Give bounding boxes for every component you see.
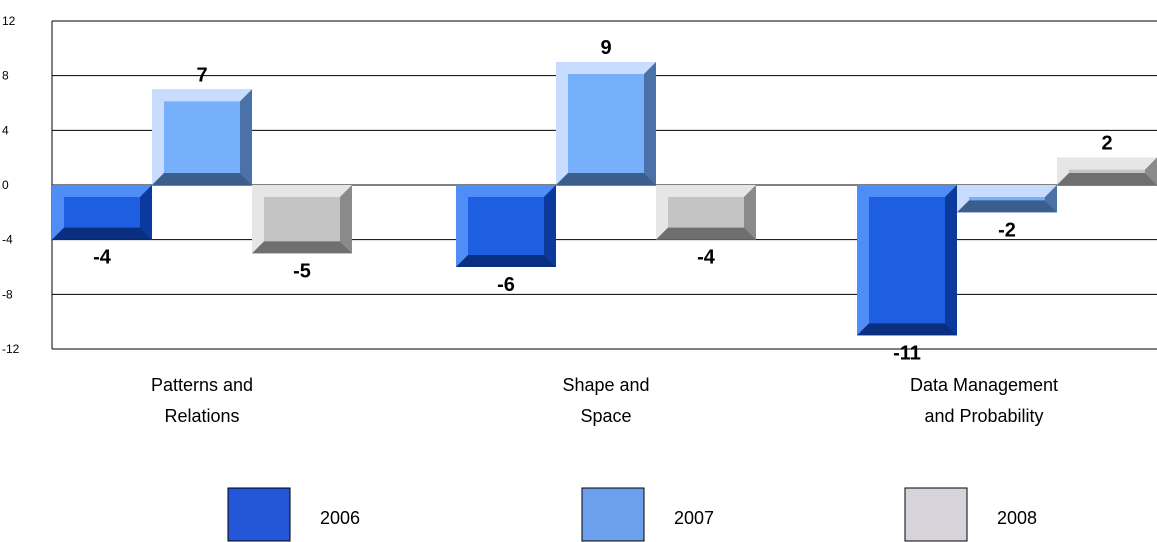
bar-bevel-bottom [152,173,252,185]
y-tick-label: 4 [2,123,9,137]
data-label: -6 [497,274,515,296]
bar-bevel-left [556,62,568,185]
legend-swatch-2008 [904,487,968,542]
bar-bevel-bottom [857,323,957,336]
bar-bevel-bottom [456,255,556,267]
bar-bevel-right [340,185,352,254]
data-label: -2 [998,219,1016,241]
legend-label-2006: 2006 [320,508,360,528]
bar-face [556,62,656,185]
y-tick-label: -4 [2,233,13,247]
bar-bevel-right [1145,157,1157,185]
bar-bevel-left [957,185,969,213]
data-label: 7 [196,64,207,86]
y-tick-label: 0 [2,178,9,192]
bar-bevel-top [52,185,152,197]
bar [252,185,352,254]
bar [152,89,252,185]
legend: 2006 2007 2008 [227,487,1037,542]
bar-bevel-right [644,62,656,185]
bar [556,62,656,185]
bar-bevel-left [857,185,869,336]
bar-bevel-bottom [957,200,1057,213]
bar-bevel-bottom [656,227,756,240]
bar-bevel-bottom [252,241,352,254]
y-axis: 12 8 4 0 -4 -8 -12 [2,14,53,356]
bar [1057,157,1157,185]
legend-swatch-2006 [227,487,291,542]
legend-label-2008: 2008 [997,508,1037,528]
data-label: -5 [293,260,311,282]
data-label: -4 [697,247,716,269]
bar-bevel-left [456,185,468,267]
bar-bevel-left [656,185,668,240]
y-tick-label: 12 [2,14,16,28]
bar-bevel-bottom [52,227,152,240]
bar [957,185,1057,213]
bar-bevel-right [544,185,556,267]
bar [52,185,152,240]
bar-bevel-right [1045,185,1057,213]
category-label: Patterns and [151,375,253,395]
bar-bevel-top [957,185,1057,197]
bar-face [857,185,957,336]
category-label: Space [580,406,631,426]
bar-bevel-left [252,185,264,254]
bar-bevel-right [945,185,957,336]
bar-bevel-top [857,185,957,197]
bar-bevel-top [456,185,556,197]
bar [456,185,556,267]
category-label: Shape and [562,375,649,395]
data-label: 2 [1101,133,1112,155]
bar-bevel-top [656,185,756,197]
y-tick-label: 8 [2,69,9,83]
bar-face [152,89,252,185]
data-labels: -4 7 -5 -6 9 -4 -11 -2 2 [93,37,1112,364]
bar-bevel-top [556,62,656,74]
data-label: 9 [600,37,611,59]
legend-label-2007: 2007 [674,508,714,528]
data-label: -11 [893,342,921,364]
bars [52,62,1157,336]
bar-bevel-bottom [556,173,656,185]
bar [857,185,957,336]
y-tick-label: -8 [2,287,13,301]
category-label: Relations [164,406,239,426]
category-labels: Patterns and Relations Shape and Space Data … [151,375,1058,426]
bar-bevel-top [152,89,252,102]
y-tick-label: -12 [2,342,20,356]
bar-bevel-left [52,185,64,240]
category-label: Data Management [910,375,1058,395]
bar-bevel-top [252,185,352,197]
bar-bevel-bottom [1057,173,1157,185]
bar-bevel-top [1057,157,1157,170]
category-label: and Probability [924,406,1043,426]
bar-bevel-right [240,89,252,185]
bar-bevel-left [1057,157,1069,185]
bar-bevel-left [152,89,164,185]
bar-bevel-right [140,185,152,240]
data-label: -4 [93,247,112,269]
bar-face [456,185,556,267]
bar [656,185,756,240]
legend-swatch-2007 [581,487,645,542]
bar-bevel-right [744,185,756,240]
